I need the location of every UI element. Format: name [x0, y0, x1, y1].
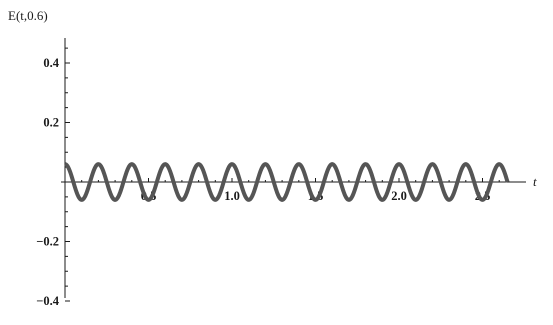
y-tick-label: 0.4 [43, 56, 59, 70]
y-axis-title: E(t,0.6) [8, 8, 48, 23]
y-tick-label: −0.4 [36, 294, 59, 308]
x-ticks: 0.5 1.0 1.5 2.0 2.5 [81, 178, 500, 203]
x-tick-label: 1.0 [224, 189, 240, 203]
y-tick-label: 0.2 [43, 116, 59, 130]
y-tick-label: −0.2 [36, 235, 59, 249]
x-tick-label: 2.0 [391, 189, 407, 203]
series-line [63, 162, 510, 202]
y-ticks: 0.4 0.2 −0.2 −0.4 [36, 47, 70, 308]
x-axis-title: t [533, 174, 537, 189]
